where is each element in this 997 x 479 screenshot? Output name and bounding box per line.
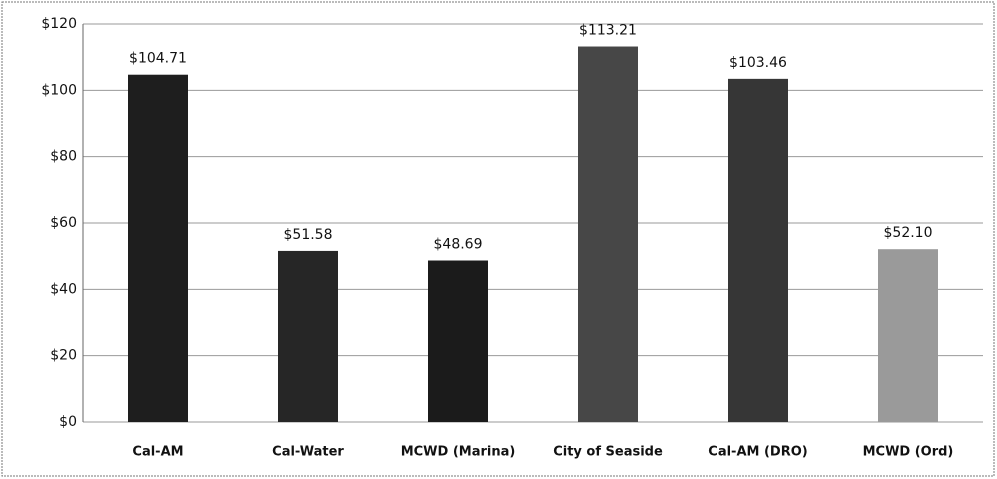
y-tick-label: $120 [41,16,77,32]
value-label: $104.71 [129,51,187,67]
bar [728,78,788,422]
bar [578,46,638,422]
bar [278,250,338,422]
y-tick-label: $40 [50,281,77,297]
x-tick-label: MCWD (Ord) [863,445,954,460]
bar [428,260,488,422]
y-tick-label: $100 [41,82,77,98]
value-label: $48.69 [434,237,483,253]
y-tick-label: $60 [50,215,77,231]
value-label: $51.58 [284,227,333,243]
x-tick-label: Cal-Water [272,445,344,460]
y-tick-label: $0 [59,414,77,430]
y-tick-label: $80 [50,149,77,165]
x-tick-label: Cal-AM [132,445,183,460]
value-label: $103.46 [729,55,787,71]
value-label: $113.21 [579,23,637,39]
x-tick-label: City of Seaside [553,445,663,460]
y-tick-label: $20 [50,348,77,364]
x-tick-label: MCWD (Marina) [401,445,516,460]
bar [128,74,188,423]
value-label: $52.10 [884,225,933,241]
bar [878,249,938,422]
x-tick-label: Cal-AM (DRO) [708,445,807,460]
